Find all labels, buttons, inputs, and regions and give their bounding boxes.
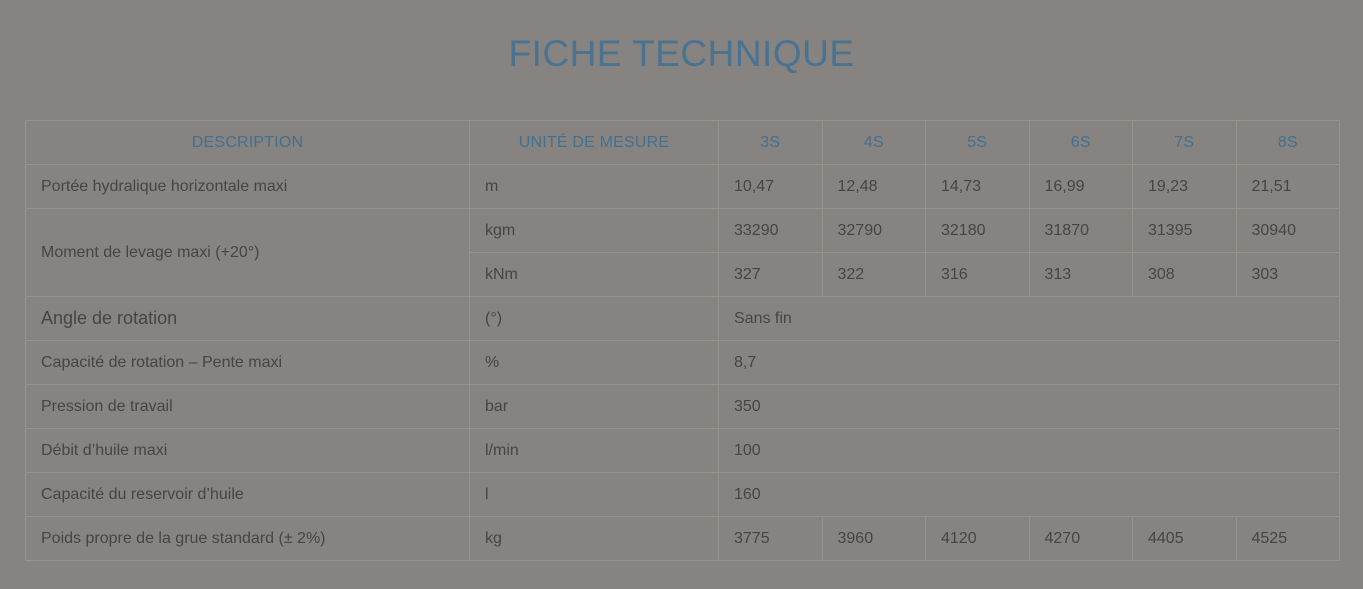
table-body: Portée hydralique horizontale maxi m 10,47… bbox=[25, 164, 1340, 561]
value-cell: 19,23 bbox=[1132, 164, 1237, 209]
value-cell: 31870 bbox=[1028, 208, 1133, 253]
unit-cell: (°) bbox=[469, 296, 719, 341]
unit-cell: m bbox=[469, 164, 719, 209]
table-row: Moment de levage maxi (+20°) kgm 33290 3279… bbox=[25, 208, 1340, 297]
value-cell: 16,99 bbox=[1028, 164, 1133, 209]
value-cell: 31395 bbox=[1132, 208, 1237, 253]
value-cell: 322 bbox=[821, 252, 926, 297]
column-header: 6S bbox=[1028, 120, 1133, 165]
value-cell: 21,51 bbox=[1235, 164, 1340, 209]
description-cell: Pression de travail bbox=[25, 384, 470, 429]
table-row: Poids propre de la grue standard (± 2%) k… bbox=[25, 516, 1340, 561]
value-cell: 308 bbox=[1132, 252, 1237, 297]
page-title: FICHE TECHNIQUE bbox=[508, 33, 855, 74]
value-cell: 32180 bbox=[925, 208, 1030, 253]
value-cell: 160 bbox=[718, 472, 1340, 517]
value-cell: 4270 bbox=[1028, 516, 1133, 561]
table-row: Pression de travail bar 350 bbox=[25, 384, 1340, 429]
value-cell: 350 bbox=[718, 384, 1340, 429]
value-cell: 327 bbox=[718, 252, 823, 297]
value-cell: 4120 bbox=[925, 516, 1030, 561]
column-header: 3S bbox=[718, 120, 823, 165]
column-header: 7S bbox=[1132, 120, 1237, 165]
value-cell: 12,48 bbox=[821, 164, 926, 209]
description-cell: Capacité du reservoir d’huile bbox=[25, 472, 470, 517]
value-cell: 3775 bbox=[718, 516, 823, 561]
unit-cell: bar bbox=[469, 384, 719, 429]
spec-table: DESCRIPTION UNITÉ DE MESURE 3S 4S 5S 6S 7S 8S P… bbox=[25, 120, 1340, 561]
value-cell: 303 bbox=[1235, 252, 1340, 297]
table-row: Portée hydralique horizontale maxi m 10,47… bbox=[25, 164, 1340, 209]
table-row: kNm 327 322 316 313 308 303 bbox=[26, 252, 1340, 297]
column-header: 8S bbox=[1235, 120, 1340, 165]
value-cell: 4525 bbox=[1235, 516, 1340, 561]
column-header: DESCRIPTION bbox=[25, 120, 470, 165]
unit-cell: l/min bbox=[469, 428, 719, 473]
table-row: Angle de rotation (°) Sans fin bbox=[25, 296, 1340, 341]
description-cell: Portée hydralique horizontale maxi bbox=[25, 164, 470, 209]
column-header: 4S bbox=[821, 120, 926, 165]
value-cell: 10,47 bbox=[718, 164, 823, 209]
table-header-row: DESCRIPTION UNITÉ DE MESURE 3S 4S 5S 6S 7S 8S bbox=[25, 120, 1340, 165]
unit-cell: l bbox=[469, 472, 719, 517]
description-cell: Angle de rotation bbox=[25, 296, 470, 341]
unit-cell: % bbox=[469, 340, 719, 385]
value-cell: 313 bbox=[1028, 252, 1133, 297]
unit-cell: kg bbox=[469, 516, 719, 561]
table-row: Capacité de rotation – Pente maxi% 8,7 bbox=[25, 340, 1340, 385]
description-cell: Capacité de rotation – Pente maxi bbox=[25, 340, 470, 385]
value-cell: 32790 bbox=[821, 208, 926, 253]
value-cell: 3960 bbox=[821, 516, 926, 561]
value-cell: 100 bbox=[718, 428, 1340, 473]
description-cell: Moment de levage maxi (+20°) bbox=[25, 208, 470, 297]
value-cell: 316 bbox=[925, 252, 1030, 297]
unit-cell: kNm bbox=[469, 252, 719, 297]
description-cell: Poids propre de la grue standard (± 2%) bbox=[25, 516, 470, 561]
column-header: 5S bbox=[925, 120, 1030, 165]
value-cell: 4405 bbox=[1132, 516, 1237, 561]
unit-cell: kgm bbox=[469, 208, 719, 253]
table-row: Débit d’huile maxi l/min 100 bbox=[25, 428, 1340, 473]
description-cell: Débit d’huile maxi bbox=[25, 428, 470, 473]
value-cell: 33290 bbox=[718, 208, 823, 253]
value-cell: Sans fin bbox=[718, 296, 1340, 341]
value-cell: 8,7 bbox=[718, 340, 1340, 385]
value-cell: 30940 bbox=[1235, 208, 1340, 253]
column-header: UNITÉ DE MESURE bbox=[469, 120, 719, 165]
table-row: Capacité du reservoir d’huile l 160 bbox=[25, 472, 1340, 517]
value-cell: 14,73 bbox=[925, 164, 1030, 209]
